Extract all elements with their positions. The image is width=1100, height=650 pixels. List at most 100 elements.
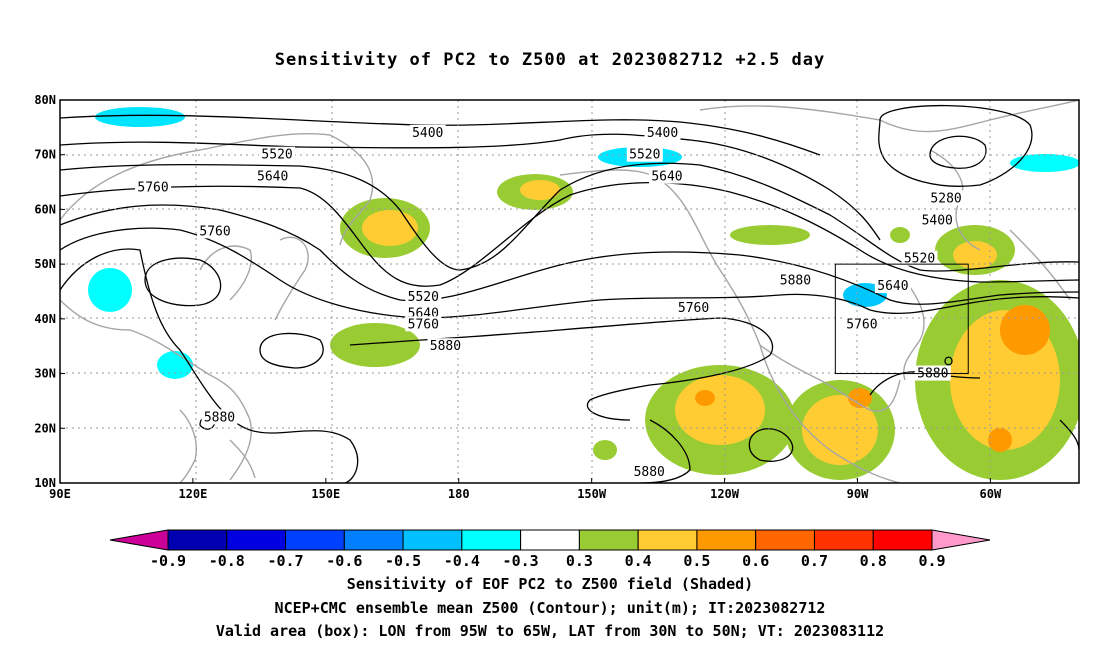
lat-tick-label: 70N bbox=[34, 148, 56, 162]
contour-label-bg bbox=[919, 212, 956, 228]
colorbar-tick-label: 0.3 bbox=[566, 552, 593, 570]
contour-label: 5640 bbox=[877, 279, 908, 294]
colorbar-segment bbox=[285, 529, 345, 551]
colorbar-tick-label: -0.8 bbox=[209, 552, 245, 570]
lat-tick-label: 60N bbox=[34, 202, 56, 216]
colorbar-segment bbox=[637, 529, 698, 551]
contour-label-bg bbox=[675, 299, 712, 315]
colorbar-high-arrow bbox=[931, 529, 991, 551]
colorbar-tick-label: 0.6 bbox=[742, 552, 769, 570]
colorbar-segment bbox=[520, 529, 580, 551]
colorbar-tick-label: -0.4 bbox=[444, 552, 480, 570]
contour-label-bg bbox=[254, 168, 291, 184]
colorbar-segment bbox=[872, 529, 933, 551]
contour-label-bg bbox=[197, 223, 234, 239]
contour-label: 5880 bbox=[430, 339, 461, 354]
colorbar-segment bbox=[461, 529, 522, 551]
contour-label-bg bbox=[135, 179, 172, 195]
colorbar-segment bbox=[226, 529, 287, 551]
shading-layer bbox=[88, 107, 1079, 480]
contour-label: 5880 bbox=[204, 410, 235, 425]
contour-label-bg bbox=[201, 409, 238, 425]
caption-line-2: NCEP+CMC ensemble mean Z500 (Contour); u… bbox=[274, 599, 826, 617]
contour-label: 5400 bbox=[412, 126, 443, 141]
contour-label: 5760 bbox=[137, 181, 168, 196]
lat-tick-label: 20N bbox=[34, 421, 56, 435]
lon-tick-label: 180 bbox=[448, 487, 470, 501]
colorbar-low-arrow bbox=[109, 529, 169, 551]
colorbar-segment bbox=[755, 529, 815, 551]
contour-label-bg bbox=[405, 288, 442, 304]
contour-label-bg bbox=[626, 146, 663, 162]
colorbar-tick-label: 0.5 bbox=[683, 552, 710, 570]
colorbar-segment bbox=[343, 529, 404, 551]
contour-label: 5400 bbox=[647, 126, 678, 141]
contour-label: 5760 bbox=[408, 317, 439, 332]
colorbar-tick-label: -0.3 bbox=[503, 552, 539, 570]
valid-area-box bbox=[834, 263, 969, 375]
colorbar-tick-label: -0.6 bbox=[326, 552, 362, 570]
lat-tick-label: 30N bbox=[34, 367, 56, 381]
colorbar-segment bbox=[578, 529, 639, 551]
lat-tick-label: 10N bbox=[34, 476, 56, 490]
contour-label: 5400 bbox=[922, 213, 953, 228]
lon-tick-label: 90W bbox=[847, 487, 869, 501]
contour-label: 5520 bbox=[261, 148, 292, 163]
contour-label: 5280 bbox=[930, 191, 961, 206]
page-title: Sensitivity of PC2 to Z500 at 2023082712… bbox=[274, 50, 826, 70]
contour-label-bg bbox=[874, 278, 911, 294]
caption-line-1: Sensitivity of EOF PC2 to Z500 field (Sh… bbox=[346, 575, 754, 593]
contour-label-bg bbox=[901, 250, 938, 266]
colorbar-tick-label: 0.9 bbox=[918, 552, 945, 570]
contour-label: 5520 bbox=[629, 148, 660, 163]
lon-tick-label: 150W bbox=[577, 487, 607, 501]
colorbar-segment bbox=[813, 529, 874, 551]
colorbar-segment bbox=[167, 529, 228, 551]
contour-label: 5520 bbox=[904, 252, 935, 267]
contour-labels: 5400 5400 5520 5520 5640 5640 5760 5760 5280 5400… bbox=[135, 124, 965, 480]
colorbar-segment bbox=[402, 529, 463, 551]
contour-label: 5880 bbox=[780, 274, 811, 289]
contour-label: 5880 bbox=[634, 465, 665, 480]
contour-label: 5640 bbox=[257, 170, 288, 185]
lon-tick-label: 120W bbox=[710, 487, 740, 501]
z500-contours bbox=[60, 104, 1079, 483]
colorbar-tick-label: -0.7 bbox=[267, 552, 303, 570]
colorbar-tick-label: 0.7 bbox=[801, 552, 828, 570]
contour-label: 5520 bbox=[408, 290, 439, 305]
longitude-axis: 90E 120E 150E 180 150W 120W 90W 60W bbox=[49, 478, 1002, 501]
contour-label: 5760 bbox=[199, 224, 230, 239]
contour-label-bg bbox=[843, 316, 880, 332]
contour-label: 5760 bbox=[846, 317, 877, 332]
colorbar: -0.9 -0.8 -0.7 -0.6 -0.5 -0.4 -0.3 0.3 0.4 0.5 0.6… bbox=[109, 529, 991, 570]
latitude-axis: 80N 70N 60N 50N 40N 30N 20N 10N bbox=[34, 93, 65, 490]
contour-label-bg bbox=[648, 168, 685, 184]
contour-label-bg bbox=[644, 124, 681, 140]
contour-label-bg bbox=[928, 190, 965, 206]
caption-line-3: Valid area (box): LON from 95W to 65W, L… bbox=[215, 622, 885, 640]
lon-tick-label: 90E bbox=[49, 487, 71, 501]
graticule bbox=[60, 100, 1079, 483]
lat-tick-label: 40N bbox=[34, 312, 56, 326]
colorbar-tick-label: 0.8 bbox=[860, 552, 887, 570]
plot-frame bbox=[59, 99, 1080, 484]
contour-label: 5640 bbox=[651, 170, 682, 185]
colorbar-segment bbox=[696, 529, 757, 551]
contour-label-bg bbox=[259, 146, 296, 162]
colorbar-tick-label: -0.9 bbox=[150, 552, 186, 570]
lon-tick-label: 120E bbox=[178, 487, 207, 501]
lon-tick-label: 150E bbox=[311, 487, 340, 501]
contour-label-bg bbox=[409, 124, 446, 140]
colorbar-tick-label: -0.5 bbox=[385, 552, 421, 570]
colorbar-tick-label: 0.4 bbox=[625, 552, 652, 570]
lon-tick-label: 60W bbox=[980, 487, 1002, 501]
contour-label-bg bbox=[631, 464, 668, 480]
lat-tick-label: 50N bbox=[34, 257, 56, 271]
lat-tick-label: 80N bbox=[34, 93, 56, 107]
contour-label-bg bbox=[405, 316, 442, 332]
contour-label-bg bbox=[427, 338, 464, 354]
contour-label: 5880 bbox=[917, 367, 948, 382]
contour-label: 5760 bbox=[678, 301, 709, 316]
contour-label-bg bbox=[777, 272, 814, 288]
